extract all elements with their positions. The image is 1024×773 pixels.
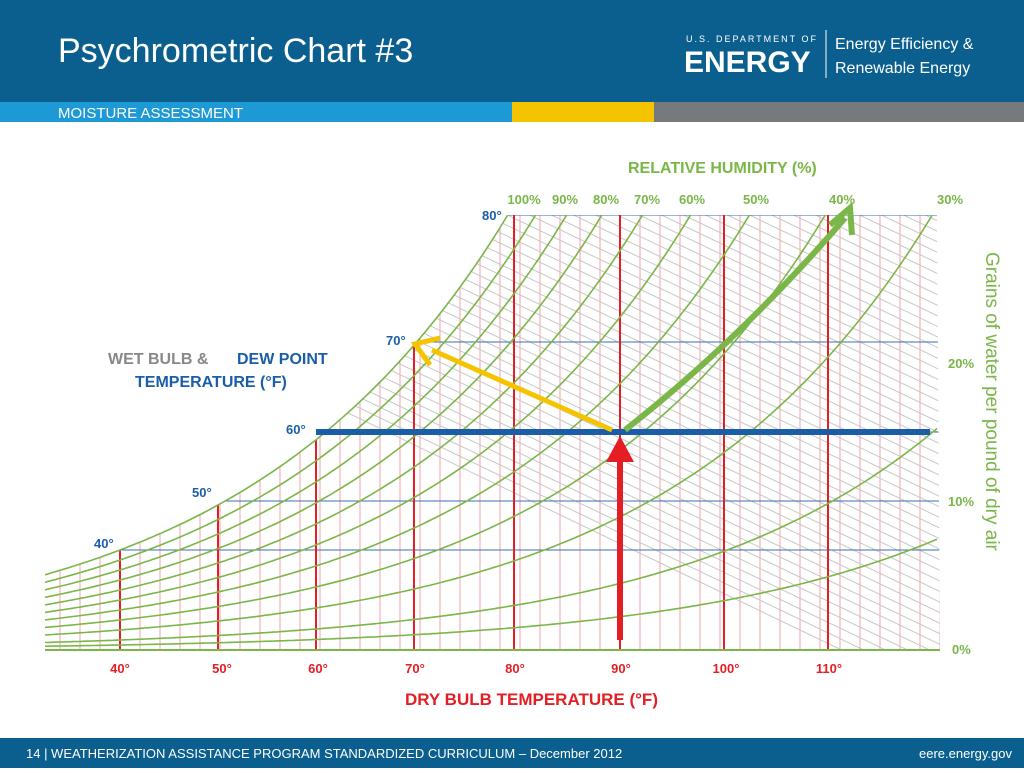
rh-arrowhead [828,201,855,236]
logo-agency: U.S. DEPARTMENT OF [686,34,818,44]
dry-bulb-label: 70° [405,661,425,676]
wet-bulb-diagonal [679,215,940,650]
wet-bulb-diagonal [657,215,940,650]
accent-bar [512,102,654,122]
wet-bulb-diagonal [701,215,940,650]
rh-curve [45,215,644,606]
wet-bulb-diagonal [503,215,940,650]
dry-bulb-label: 60° [308,661,328,676]
wet-bulb-diagonal [723,215,940,650]
logo-name: ENERGY [684,46,811,79]
rh-curve [45,215,934,636]
wet-bulb-diagonal [745,215,940,650]
wet-bulb-diagonal [459,215,940,650]
header-bar [0,0,1024,102]
rh-curve [45,538,938,648]
rh-label: 100% [507,192,541,207]
dry-bulb-labels: 40° 50° 60° 70° 80° 90° 100° 110° [110,661,842,676]
grains-label: 0% [952,642,971,657]
wet-bulb-label: 60° [286,422,306,437]
rh-arrow [623,216,848,433]
rh-label: 60% [679,192,705,207]
wet-bulb-title: WET BULB & [108,351,209,368]
rh-curve [45,215,509,576]
rh-label: 50% [743,192,769,207]
wet-bulb-arrow [430,347,614,433]
wet-bulb-diagonal [591,215,940,650]
wet-bulb-diagonal [45,215,923,650]
dry-bulb-label: 100° [713,661,740,676]
wet-bulb-diagonal [415,215,940,650]
rh-label: 90% [552,192,578,207]
wet-bulb-diagonal [635,215,940,650]
wet-bulb-label: 70° [386,333,406,348]
footer-bar [0,738,1024,768]
dry-bulb-label: 110° [816,661,842,676]
wet-bulb-label: 80° [482,208,502,223]
wet-bulb-diagonal [45,215,901,650]
wet-bulb-diagonal [613,215,940,650]
wet-bulb-diagonal [393,215,940,650]
slide-title: Psychrometric Chart #3 [58,32,413,70]
footer-text: 14 | WEATHERIZATION ASSISTANCE PROGRAM S… [26,746,622,761]
rh-labels: 100% 90% 80% 70% 60% 50% 40% 30% [507,192,963,207]
dry-bulb-label: 50° [212,661,232,676]
dry-bulb-arrowhead [606,436,634,462]
wet-bulb-diagonal [569,215,940,650]
rh-curve [45,215,751,621]
wet-bulb-diagonal [481,215,940,650]
dry-bulb-label: 80° [505,661,525,676]
wet-bulb-diagonal [547,215,940,650]
rh-label: 80% [593,192,619,207]
temperature-title: TEMPERATURE (°F) [135,374,287,391]
wet-bulb-labels: 80° 70° 60° 50° 40° [94,208,502,551]
rh-title: RELATIVE HUMIDITY (%) [628,160,817,177]
rh-curves [45,215,938,648]
rh-label: 40% [829,192,855,207]
rh-curve [45,215,827,629]
dew-point-title: DEW POINT [237,351,328,368]
grains-title: Grains of water per pound of dry air [981,252,1002,552]
rh-curve [45,427,938,644]
dry-bulb-label: 90° [611,661,631,676]
wet-bulb-diagonal [45,215,940,650]
rh-curve [45,215,692,614]
accent-bar-gray [654,102,1024,122]
section-bar [0,102,512,122]
wet-bulb-label: 40° [94,536,114,551]
footer-site: eere.energy.gov [919,746,1012,761]
wet-bulb-label: 50° [192,485,212,500]
grains-label: 20% [948,356,974,371]
wet-bulb-arrowhead [410,335,441,367]
rh-label: 30% [937,192,963,207]
dry-bulb-label: 40° [110,661,130,676]
wet-bulb-diagonal [437,215,940,650]
rh-curve [45,215,568,591]
dry-bulb-title: DRY BULB TEMPERATURE (°F) [405,690,658,709]
wet-bulb-diagonal [525,215,940,650]
rh-curve [45,215,603,599]
logo-office: Renewable Energy [835,60,970,77]
section-label: MOISTURE ASSESSMENT [58,105,243,122]
wet-bulb-diagonal [371,215,940,650]
rh-label: 70% [634,192,660,207]
rh-curve [45,215,537,584]
wet-bulb-diagonal [327,215,940,650]
wet-bulb-diagonal [349,215,940,650]
logo-office: Energy Efficiency & [835,36,974,53]
grains-label: 10% [948,494,974,509]
